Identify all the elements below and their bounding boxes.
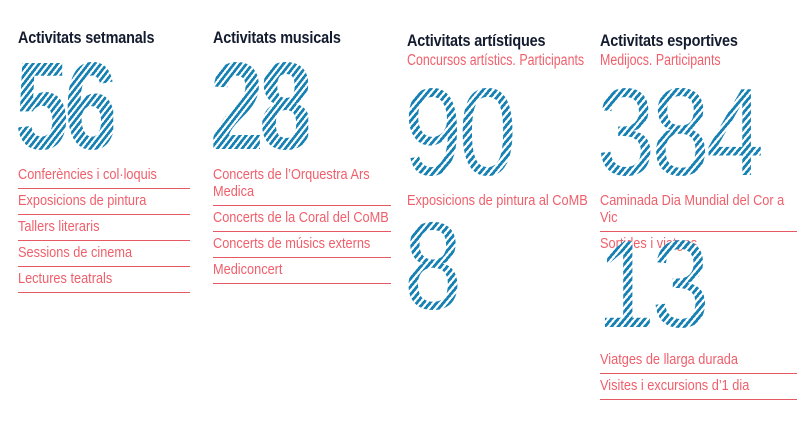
column-activitats-musicals: Activitats musicals 28 Concerts de l’Orq… (210, 0, 391, 423)
list-item: Concerts de l’Orquestra Ars Medica (213, 163, 391, 206)
list-item-label: Visites i excursions d’1 dia (600, 377, 750, 394)
list-item-label: Sortides i viatges (600, 235, 797, 252)
list-item: Sessions de cinema (18, 241, 190, 267)
section-title: Activitats esportives (600, 31, 738, 50)
list-item: Concerts de la Coral del CoMB (213, 206, 391, 232)
list-item-label: Conferències i col·loquis (18, 166, 157, 183)
stat-number: 8 (404, 198, 462, 336)
list-item: Mediconcert (213, 258, 391, 284)
list-item-label: Concerts de la Coral del CoMB (213, 209, 389, 226)
activity-list: Conferències i col·loquis Exposicions de… (18, 163, 190, 293)
list-item: Visites i excursions d’1 dia (600, 374, 797, 400)
list-item-label: Lectures teatrals (18, 270, 113, 287)
list-item-label: Caminada Dia Mundial del Cor a Vic (600, 192, 785, 226)
list-item: Exposicions de pintura (18, 189, 190, 215)
list-item-label: Viatges de llarga durada (600, 351, 738, 368)
list-item-label: Concerts de músics externs (213, 235, 371, 252)
section-subtitle: Concursos artístics. Participants (407, 52, 585, 69)
list-item: Exposicions de pintura al CoMB (407, 189, 597, 214)
stat-number: 90 (404, 64, 517, 202)
list-item-label: Tallers literaris (18, 218, 100, 235)
section-title: Activitats artístiques (407, 31, 546, 50)
activity-list: Exposicions de pintura al CoMB (407, 189, 597, 214)
section-title: Activitats setmanals (18, 28, 155, 47)
stat-number: 13 (597, 216, 710, 354)
list-item-label: Exposicions de pintura al CoMB (407, 192, 588, 209)
stat-number: 384 (597, 64, 764, 202)
activity-list: Concerts de l’Orquestra Ars Medica Conce… (213, 163, 391, 284)
stat-number: 56 (15, 38, 118, 176)
list-item: Caminada Dia Mundial del Cor a Vic (600, 189, 797, 232)
list-item: Tallers literaris (18, 215, 190, 241)
section-subtitle: Medijocs. Participants (600, 52, 721, 69)
list-item: Conferències i col·loquis (18, 163, 190, 189)
stat-number: 28 (210, 38, 313, 176)
list-item-label: Exposicions de pintura (18, 192, 147, 209)
list-item: Lectures teatrals (18, 267, 190, 293)
column-activitats-artistiques: Activitats artístiques Concursos artísti… (404, 0, 597, 423)
list-item: Concerts de músics externs (213, 232, 391, 258)
column-activitats-esportives: Activitats esportives Medijocs. Particip… (597, 0, 797, 423)
activity-list: Caminada Dia Mundial del Cor a Vic Sorti… (600, 189, 797, 257)
section-title: Activitats musicals (213, 28, 341, 47)
list-item-label: Concerts de l’Orquestra Ars Medica (213, 166, 370, 200)
list-item-label: Mediconcert (213, 261, 283, 278)
list-item-label: Sessions de cinema (18, 244, 133, 261)
activity-footer-list: Viatges de llarga durada Visites i excur… (600, 348, 797, 400)
list-item: Viatges de llarga durada (600, 348, 797, 374)
column-activitats-setmanals: Activitats setmanals 56 Conferències i c… (15, 0, 190, 423)
list-item: Sortides i viatges (600, 232, 797, 257)
